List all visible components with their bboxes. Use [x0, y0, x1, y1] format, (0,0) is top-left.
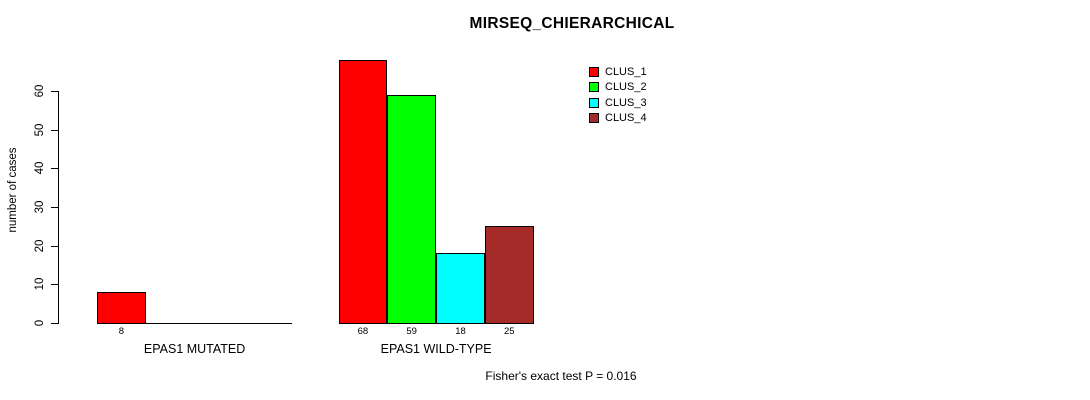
chart-title: MIRSEQ_CHIERARCHICAL — [469, 15, 675, 32]
footer-stat-text: Fisher's exact test P = 0.016 — [485, 369, 637, 383]
bar-value-label: 25 — [504, 326, 515, 337]
y-tick-label: 30 — [34, 200, 46, 214]
legend-swatch — [589, 82, 599, 93]
y-tick-label: 20 — [34, 239, 46, 253]
y-tick — [51, 323, 58, 324]
bar — [338, 60, 388, 324]
y-tick — [51, 168, 58, 170]
group-label: EPAS1 WILD-TYPE — [380, 342, 492, 356]
y-tick-label: 60 — [34, 84, 46, 98]
y-tick-label: 10 — [34, 277, 46, 291]
y-axis-label: number of cases — [7, 147, 19, 233]
legend-swatch — [589, 113, 599, 124]
legend-item-label: CLUS_1 — [605, 65, 647, 78]
y-tick — [51, 91, 58, 92]
bar — [484, 226, 534, 324]
bar-value-label: 68 — [357, 326, 369, 337]
legend-item: CLUS_4 — [589, 111, 647, 126]
legend-swatch — [589, 97, 599, 108]
y-tick-label: 50 — [34, 123, 46, 137]
legend-item-label: CLUS_4 — [605, 112, 647, 125]
y-tick — [51, 207, 58, 208]
y-tick — [51, 284, 58, 286]
group-label: EPAS1 MUTATED — [143, 342, 246, 356]
legend-item-label: CLUS_3 — [605, 96, 647, 109]
legend-item: CLUS_3 — [589, 95, 647, 110]
bar-value-label: 18 — [455, 326, 466, 337]
bar — [97, 292, 146, 324]
group-baseline — [97, 323, 293, 324]
legend-item: CLUS_1 — [589, 64, 647, 79]
bar-value-label: 8 — [118, 326, 125, 337]
y-tick-label: 40 — [34, 161, 46, 175]
y-tick-label: 0 — [34, 319, 46, 327]
y-tick — [51, 129, 58, 131]
y-tick — [51, 245, 58, 247]
legend-item-label: CLUS_2 — [605, 81, 647, 94]
bar — [387, 94, 437, 324]
bar-value-label: 59 — [406, 326, 417, 337]
legend-item: CLUS_2 — [589, 80, 647, 95]
bar — [436, 253, 485, 324]
y-axis-line — [58, 91, 59, 324]
legend-swatch — [589, 66, 599, 77]
